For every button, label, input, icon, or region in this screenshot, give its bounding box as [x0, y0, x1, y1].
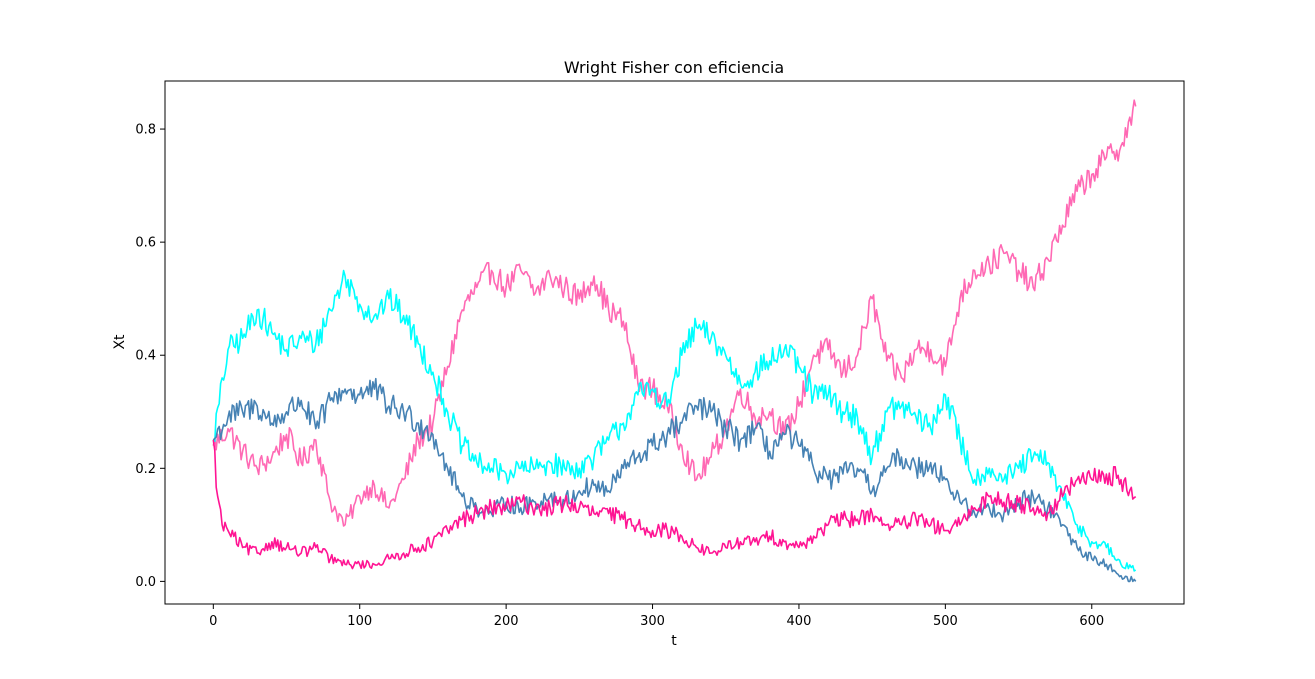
series-layer — [212, 99, 1137, 583]
x-tick-label: 500 — [933, 614, 958, 629]
y-tick-label: 0.8 — [135, 123, 156, 138]
x-axis-label: t — [671, 633, 677, 649]
y-tick-label: 0.2 — [135, 462, 156, 477]
y-tick-label: 0.6 — [135, 236, 156, 251]
y-tick-label: 0.4 — [135, 349, 156, 364]
series-line-4 — [212, 439, 1137, 570]
y-tick-label: 0.0 — [135, 575, 156, 590]
x-tick-label: 0 — [209, 614, 217, 629]
x-tick-label: 200 — [494, 614, 519, 629]
x-axis: 0 100 200 300 400 500 600 — [209, 604, 1104, 629]
x-tick-label: 600 — [1079, 614, 1104, 629]
x-tick-label: 400 — [787, 614, 812, 629]
x-tick-label: 100 — [347, 614, 372, 629]
plot-frame — [164, 80, 1185, 605]
series-line-2 — [212, 269, 1137, 572]
series-line-3 — [212, 377, 1137, 583]
chart-title: Wright Fisher con eficiencia — [564, 58, 784, 77]
y-axis-label: Xt — [112, 334, 128, 350]
y-axis: 0.0 0.2 0.4 0.6 0.8 — [135, 123, 165, 590]
x-tick-label: 300 — [640, 614, 665, 629]
